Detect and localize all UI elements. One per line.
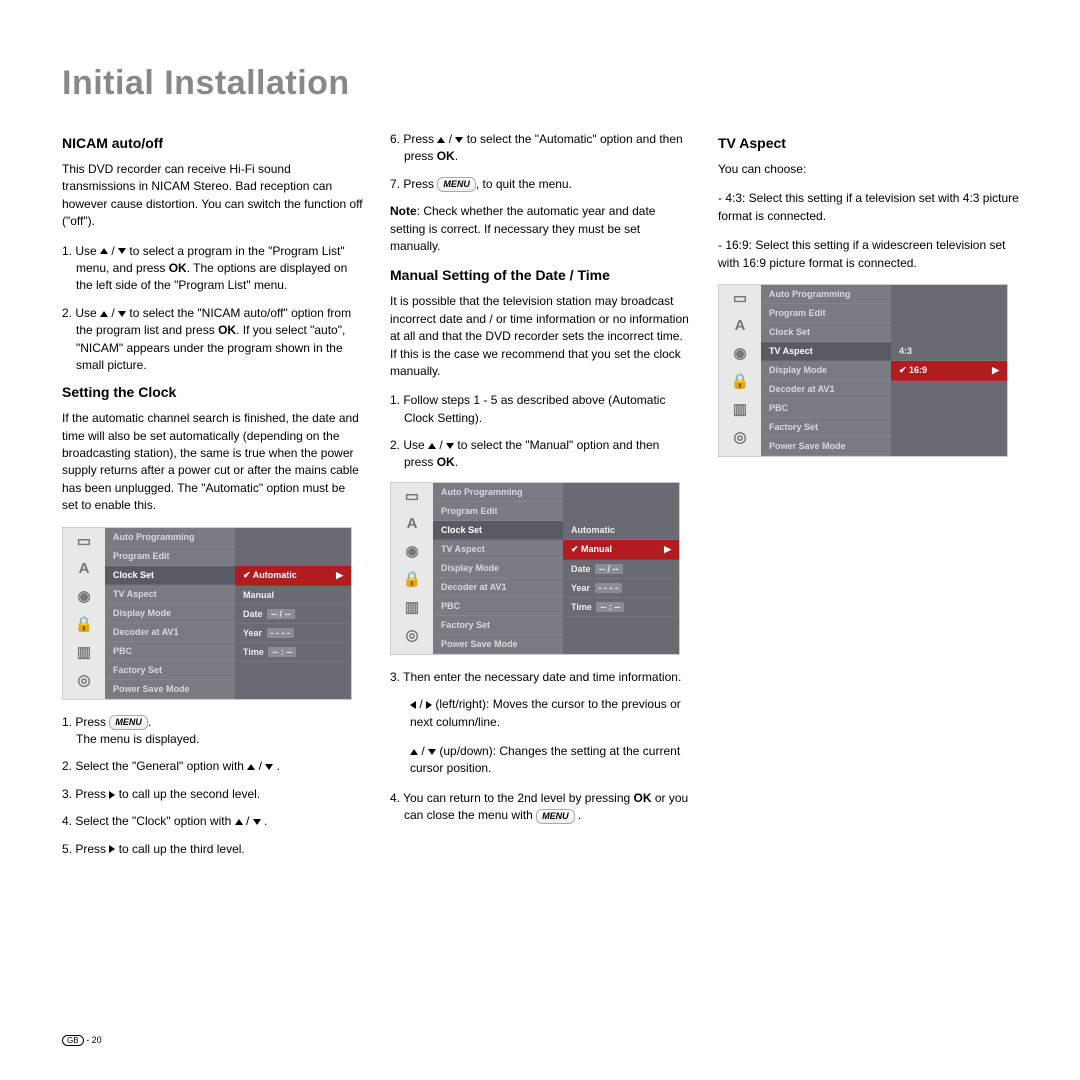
- osd-menu-1: ▭A◉🔒▥◎Auto ProgrammingProgram EditClock …: [62, 527, 352, 700]
- column-1: NICAM auto/off This DVD recorder can rec…: [62, 131, 364, 868]
- list-item: 5. Press to call up the third level.: [62, 841, 364, 858]
- heading-clock: Setting the Clock: [62, 384, 364, 400]
- menu-key-icon: MENU: [536, 809, 575, 824]
- arrow-down-icon: [118, 311, 126, 317]
- column-3: TV Aspect You can choose: - 4:3: Select …: [718, 131, 1020, 868]
- menu-key-icon: MENU: [109, 715, 148, 730]
- arrow-up-icon: [100, 311, 108, 317]
- arrow-up-icon: [428, 443, 436, 449]
- sub-hint: / (left/right): Moves the cursor to the …: [390, 696, 692, 731]
- para: This DVD recorder can receive Hi-Fi soun…: [62, 161, 364, 231]
- list-item: 2. Select the "General" option with / .: [62, 758, 364, 775]
- list-item: 7. Press MENU, to quit the menu.: [390, 176, 692, 193]
- list-item: 2. Use / to select the "NICAM auto/off" …: [62, 305, 364, 375]
- list-item: 4. Select the "Clock" option with / .: [62, 813, 364, 830]
- arrow-up-icon: [100, 248, 108, 254]
- list-item: 4. You can return to the 2nd level by pr…: [390, 790, 692, 825]
- heading-aspect: TV Aspect: [718, 135, 1020, 151]
- list-item: 2. Use / to select the "Manual" option a…: [390, 437, 692, 472]
- para: If the automatic channel search is finis…: [62, 410, 364, 514]
- list-item: 1. Follow steps 1 - 5 as described above…: [390, 392, 692, 427]
- menu-key-icon: MENU: [437, 177, 476, 192]
- list-item: 3. Then enter the necessary date and tim…: [390, 669, 692, 686]
- arrow-up-icon: [410, 749, 418, 755]
- para: - 4:3: Select this setting if a televisi…: [718, 190, 1020, 225]
- column-2: 6. Press / to select the "Automatic" opt…: [390, 131, 692, 868]
- list-item: 1. Use / to select a program in the "Pro…: [62, 243, 364, 295]
- page-footer: GB - 20: [62, 1035, 102, 1046]
- list-item: 3. Press to call up the second level.: [62, 786, 364, 803]
- page-title: Initial Installation: [62, 64, 1024, 103]
- para: It is possible that the television stati…: [390, 293, 692, 380]
- arrow-down-icon: [118, 248, 126, 254]
- heading-manual: Manual Setting of the Date / Time: [390, 267, 692, 283]
- osd-menu-2: ▭A◉🔒▥◎Auto ProgrammingProgram EditClock …: [390, 482, 680, 655]
- content-columns: NICAM auto/off This DVD recorder can rec…: [62, 131, 1024, 868]
- para: You can choose:: [718, 161, 1020, 178]
- list-item: 6. Press / to select the "Automatic" opt…: [390, 131, 692, 166]
- list-item: 1. Press MENU. The menu is displayed.: [62, 714, 364, 749]
- note: Note: Check whether the automatic year a…: [390, 203, 692, 255]
- arrow-up-icon: [235, 819, 243, 825]
- osd-menu-3: ▭A◉🔒▥◎Auto ProgrammingProgram EditClock …: [718, 284, 1008, 457]
- arrow-down-icon: [428, 749, 436, 755]
- para: - 16:9: Select this setting if a widescr…: [718, 237, 1020, 272]
- region-badge: GB: [62, 1035, 84, 1046]
- heading-nicam: NICAM auto/off: [62, 135, 364, 151]
- arrow-down-icon: [446, 443, 454, 449]
- arrow-down-icon: [253, 819, 261, 825]
- sub-hint: / (up/down): Changes the setting at the …: [390, 743, 692, 778]
- page-number: 20: [92, 1035, 102, 1045]
